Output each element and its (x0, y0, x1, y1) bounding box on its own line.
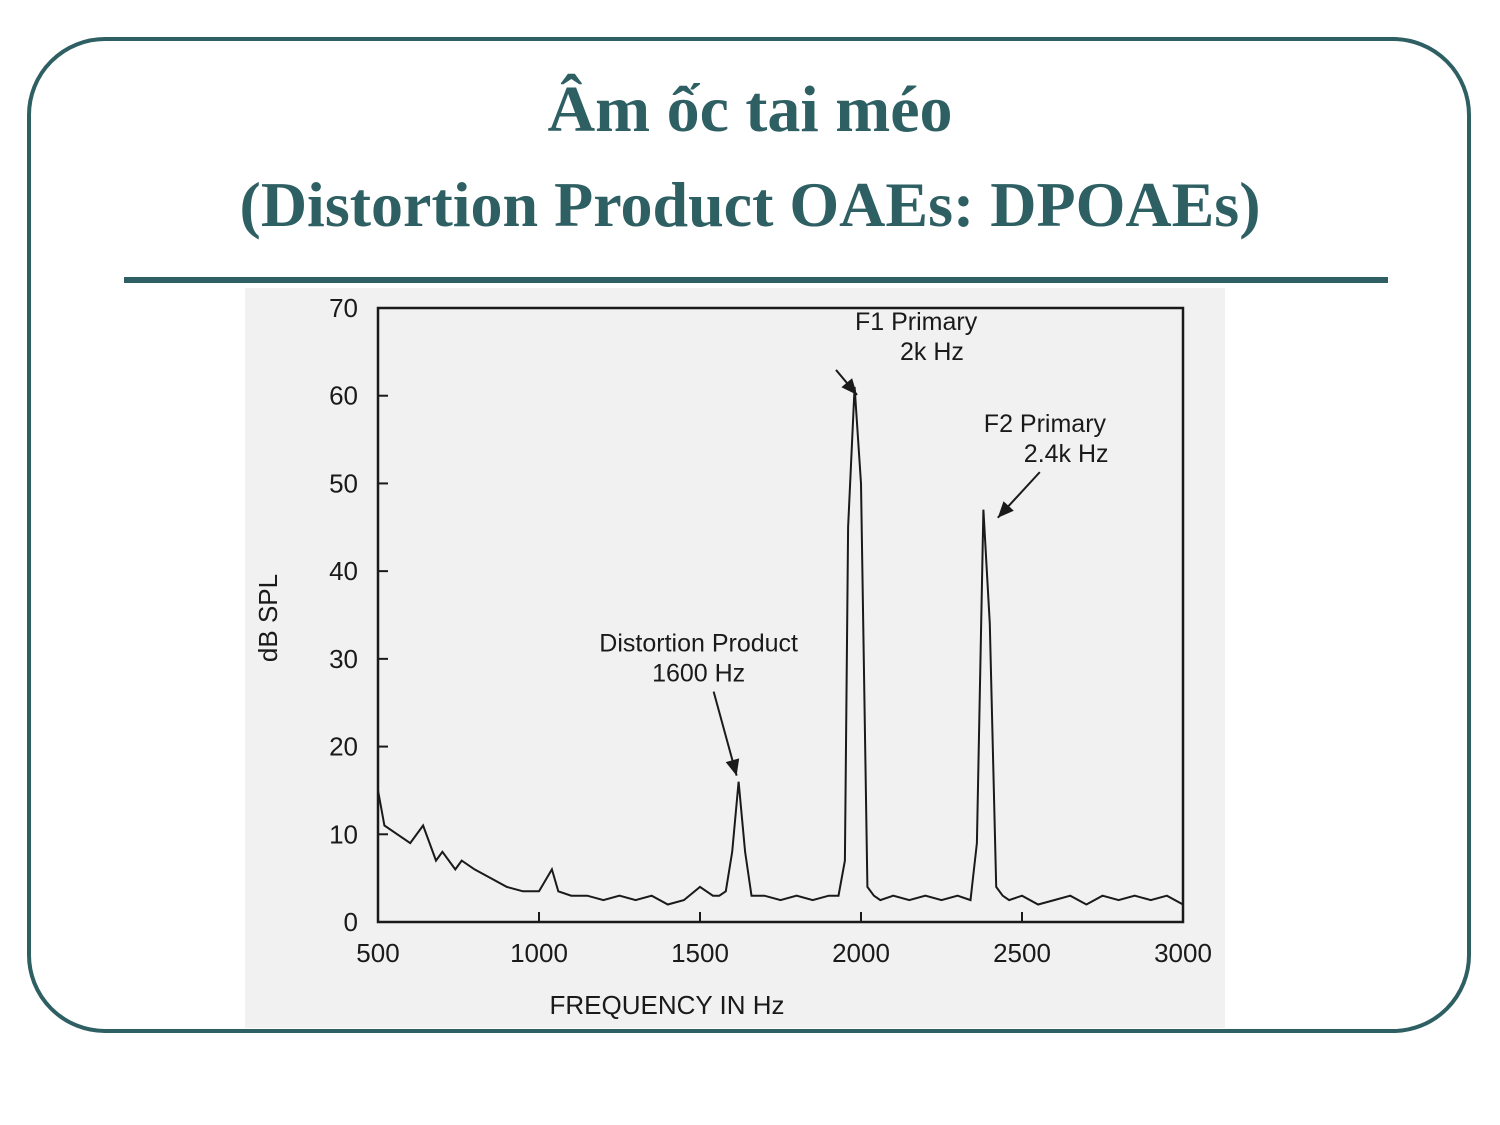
x-tick-label: 3000 (1154, 938, 1212, 968)
slide-subtitle: (Distortion Product OAEs: DPOAEs) (239, 169, 1261, 240)
y-tick-label: 30 (329, 644, 358, 674)
arrow-head (725, 758, 740, 776)
annotation-label: 2k Hz (900, 338, 964, 366)
arrow-head (841, 378, 857, 395)
x-axis: 500 1000 1500 2000 2500 3000 (356, 912, 1212, 968)
slide-title: Âm ốc tai méo (547, 73, 953, 146)
x-tick-label: 500 (356, 938, 399, 968)
x-tick-label: 2500 (993, 938, 1051, 968)
y-tick-label: 40 (329, 556, 358, 586)
annotation-label: F1 Primary (855, 308, 978, 336)
annotation-label: F2 Primary (984, 410, 1107, 438)
x-tick-label: 1000 (510, 938, 568, 968)
slide-frame (27, 37, 1471, 1033)
y-axis: 0 10 20 30 40 50 60 70 (329, 293, 388, 937)
title-divider (124, 277, 1388, 283)
annotation-label: 1600 Hz (652, 660, 745, 688)
x-axis-label: FREQUENCY IN Hz (550, 990, 785, 1020)
chart-figure: 0 10 20 30 40 50 60 70 500 1000 1500 2000 2500 3000 … (245, 288, 1225, 1028)
y-axis-label: dB SPL (253, 574, 283, 662)
plot-frame (376, 306, 1185, 924)
y-tick-label: 50 (329, 468, 358, 498)
y-tick-label: 70 (329, 293, 358, 323)
y-tick-label: 20 (329, 732, 358, 762)
arrow-head (997, 501, 1014, 518)
y-tick-label: 0 (344, 907, 358, 937)
x-tick-label: 2000 (832, 938, 890, 968)
annotation-label: Distortion Product (599, 630, 798, 658)
y-tick-label: 60 (329, 381, 358, 411)
series-line (377, 386, 1184, 906)
x-tick-label: 1500 (671, 938, 729, 968)
y-tick-label: 10 (329, 819, 358, 849)
annotation-label: 2.4k Hz (1024, 440, 1109, 468)
